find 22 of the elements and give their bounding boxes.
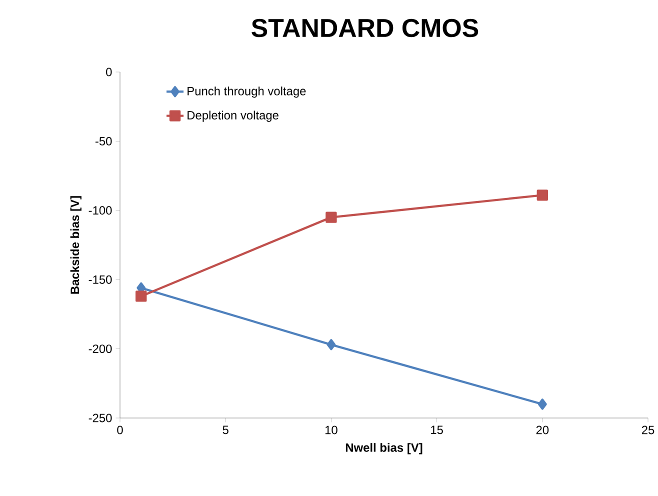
y-axis-title: Backside bias [V] xyxy=(70,196,82,294)
legend-label: Punch through voltage xyxy=(188,86,306,98)
y-tick-label: 0 xyxy=(106,68,112,76)
y-tick-label: -150 xyxy=(88,275,112,284)
y-tick-label: -50 xyxy=(95,136,112,146)
x-tick-label: 10 xyxy=(325,426,338,434)
legend-label: Depletion voltage xyxy=(188,110,278,122)
x-tick-label: 15 xyxy=(431,426,443,434)
point xyxy=(136,290,147,302)
point xyxy=(326,339,336,350)
point xyxy=(538,398,547,410)
point xyxy=(326,212,337,223)
chart-title: STANDARD CMOS xyxy=(252,18,478,38)
y-tick-label: -100 xyxy=(88,206,112,215)
y-tick-label: -250 xyxy=(88,414,112,422)
y-tick-label: -200 xyxy=(88,344,112,354)
x-tick-label: 5 xyxy=(222,426,228,434)
point xyxy=(536,190,548,201)
x-axis-title: Nwell bias [V] xyxy=(346,443,422,454)
x-tick-label: 0 xyxy=(117,426,123,434)
x-tick-label: 25 xyxy=(642,426,654,434)
x-tick-label: 20 xyxy=(536,426,549,434)
